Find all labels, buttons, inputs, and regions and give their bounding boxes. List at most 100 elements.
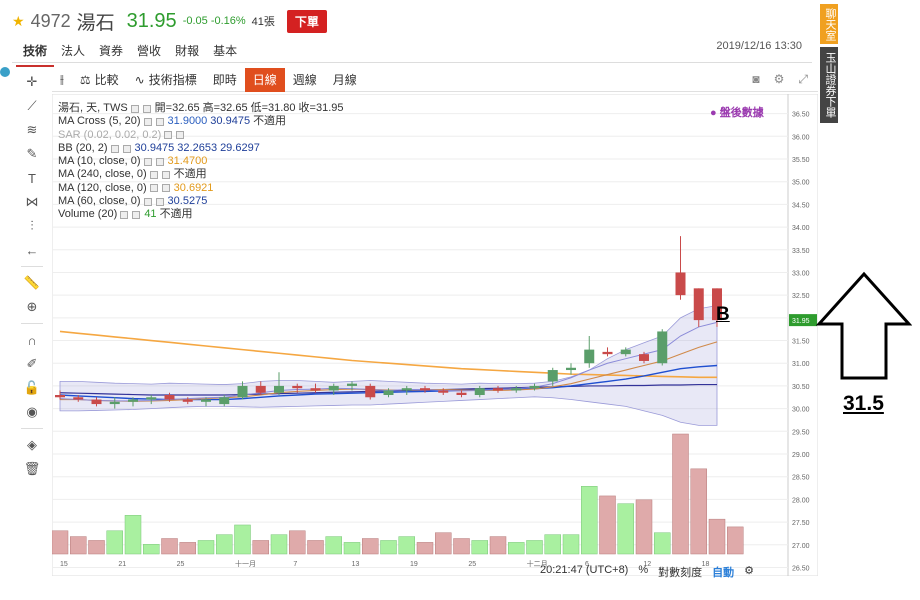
tool-divider xyxy=(21,266,43,267)
daily-button[interactable]: 日線 xyxy=(244,67,285,92)
crosshair-icon[interactable]: ✛ xyxy=(26,74,38,89)
trendline-icon[interactable]: ⟋ xyxy=(27,98,37,113)
volume-count: 41張 xyxy=(251,16,275,28)
candle-body xyxy=(310,388,321,391)
candle-body xyxy=(328,385,339,391)
tab-technical[interactable]: 技術 xyxy=(16,40,55,67)
text-icon[interactable]: T xyxy=(28,170,36,186)
percent-toggle[interactable]: % xyxy=(638,564,649,576)
zoom-in-icon[interactable]: ⊕ xyxy=(26,299,38,314)
candle-body xyxy=(164,395,175,400)
legend-ma10-val: 31.4700 xyxy=(167,155,208,168)
candle-body xyxy=(493,388,503,391)
camera-icon[interactable]: ◙ xyxy=(752,72,760,86)
legend-macross-label: MA Cross (5, 20) xyxy=(58,115,141,128)
legend-ma120-val: 30.6921 xyxy=(173,181,214,194)
legend-ohlc: 湯石, 天, TWS 開=32.65 高=32.65 低=31.80 收=31.… xyxy=(58,102,343,115)
fib-icon[interactable]: ≋ xyxy=(26,122,38,137)
candle-body xyxy=(547,370,558,382)
y-tick-label: 33.00 xyxy=(792,270,810,277)
compare-button[interactable]: ⚖ 比較 xyxy=(72,68,127,92)
x-tick-label: 13 xyxy=(352,561,360,568)
legend-macross-v1: 31.9000 xyxy=(167,115,208,128)
side-panel: 聊天室 玉山證券下單 xyxy=(820,4,840,126)
indicators-label: 技術指標 xyxy=(148,73,197,87)
legend-low: 低=31.80 xyxy=(250,102,296,114)
brush-icon[interactable]: ✎ xyxy=(26,146,38,161)
y-tick-label: 29.00 xyxy=(792,452,810,459)
stock-header: ★ 4972 湯石 31.95 -0.05 -0.16% 41張 下單 xyxy=(12,8,327,34)
legend-close: 收=31.95 xyxy=(298,102,344,114)
candle-body xyxy=(529,385,540,389)
tab-financials[interactable]: 財報 xyxy=(175,44,200,58)
y-tick-label: 35.00 xyxy=(792,180,810,187)
weekly-button[interactable]: 週線 xyxy=(292,73,317,87)
chart-status-bar: 20:21:47 (UTC+8) % 對數刻度 自動 ⚙ xyxy=(540,564,754,580)
update-datetime: 2019/12/16 13:30 xyxy=(716,40,802,52)
up-arrow-icon xyxy=(816,271,912,380)
volume-bar xyxy=(161,538,178,555)
favorite-star-icon[interactable]: ★ xyxy=(12,12,25,29)
section-tabs: 技術 法人 資券 營收 財報 基本 xyxy=(16,40,244,67)
trash-icon[interactable]: 🗑 xyxy=(23,461,41,476)
tab-institutional[interactable]: 法人 xyxy=(61,44,86,58)
volume-bar xyxy=(362,538,379,555)
info-badge-icon[interactable] xyxy=(0,67,10,77)
candle-body xyxy=(201,399,211,402)
fullscreen-icon[interactable]: ⤢ xyxy=(798,72,808,86)
prediction-icon[interactable]: ⫶ xyxy=(30,218,34,233)
stock-name: 湯石 xyxy=(76,12,115,34)
candle-body xyxy=(219,397,230,405)
eye-icon[interactable]: ◉ xyxy=(26,404,38,419)
realtime-button[interactable]: 即時 xyxy=(212,73,237,87)
unlock-icon[interactable]: 🔓 xyxy=(23,380,41,395)
candle-body xyxy=(182,399,193,402)
price-change: -0.05 -0.16% xyxy=(182,15,246,27)
y-tick-label: 34.50 xyxy=(792,202,810,209)
candle-type-button[interactable]: ⫲ xyxy=(52,68,72,92)
lock-drawing-icon[interactable]: ✐ xyxy=(26,356,38,371)
legend-ma60-val: 30.5275 xyxy=(167,195,208,208)
chart-legend: 湯石, 天, TWS 開=32.65 高=32.65 低=31.80 收=31.… xyxy=(58,102,343,222)
price-tag-label: 31.95 xyxy=(792,318,810,325)
drawing-toolbar: ✛ ⟋ ≋ ✎ T ⋈ ⫶ ← 📏 ⊕ ∩ ✐ 🔓 ◉ ◈ 🗑 xyxy=(18,70,46,481)
broker-order-button[interactable]: 玉山證券下單 xyxy=(820,47,838,123)
x-tick-label: 12 xyxy=(643,561,651,568)
status-time: 20:21:47 (UTC+8) xyxy=(540,564,629,576)
legend-symbol: 湯石, 天, TWS xyxy=(58,102,128,114)
indicators-button[interactable]: ∿ 技術指標 xyxy=(127,68,205,92)
order-button[interactable]: 下單 xyxy=(286,9,327,33)
monthly-button[interactable]: 月線 xyxy=(332,73,357,87)
legend-bb: BB (20, 2) 30.9475 32.2653 29.6297 xyxy=(58,142,343,155)
legend-ma120: MA (120, close, 0) 30.6921 xyxy=(58,182,343,195)
volume-bar xyxy=(727,526,744,555)
chart-background xyxy=(52,94,818,576)
x-tick-label: 十二月 xyxy=(527,559,548,568)
back-arrow-icon[interactable]: ← xyxy=(25,242,39,258)
volume-bar xyxy=(489,536,507,555)
x-tick-label: 25 xyxy=(468,561,476,568)
candle-body xyxy=(675,272,686,296)
tab-basic[interactable]: 基本 xyxy=(213,44,238,58)
gear-icon[interactable]: ⚙ xyxy=(773,72,785,86)
candle-body xyxy=(255,385,266,393)
tab-margin[interactable]: 資券 xyxy=(99,44,124,58)
auto-scale-toggle[interactable]: 自動 xyxy=(712,567,735,579)
chat-room-button[interactable]: 聊天室 xyxy=(820,4,838,44)
pattern-icon[interactable]: ⋈ xyxy=(25,194,39,209)
volume-bar xyxy=(380,540,397,555)
layers-icon[interactable]: ◈ xyxy=(27,437,37,452)
price-chart[interactable]: 36.50 36.00 35.50 35.00 34.50 34.00 33.50 33.00… xyxy=(52,94,818,576)
tab-revenue[interactable]: 營收 xyxy=(137,44,162,58)
after-hours-label[interactable]: ● 盤後數據 xyxy=(710,107,764,119)
settings-gear-icon[interactable]: ⚙ xyxy=(744,565,755,577)
ruler-icon[interactable]: 📏 xyxy=(23,275,41,290)
log-scale-toggle[interactable]: 對數刻度 xyxy=(658,567,703,579)
magnet-icon[interactable]: ∩ xyxy=(27,332,37,348)
volume-bar xyxy=(672,433,689,555)
candle-body xyxy=(693,288,704,321)
legend-ma240: MA (240, close, 0) 不適用 xyxy=(58,168,343,181)
volume-bar xyxy=(599,495,616,555)
volume-bar xyxy=(690,468,707,555)
candle-body xyxy=(91,399,102,405)
